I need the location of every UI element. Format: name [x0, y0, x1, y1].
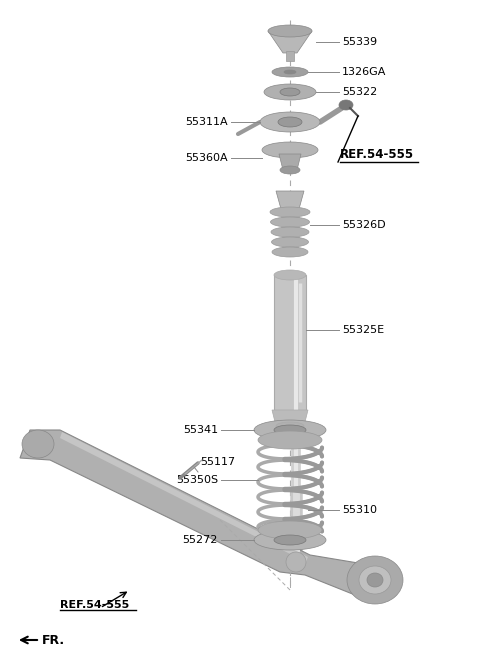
Ellipse shape	[274, 270, 306, 280]
Ellipse shape	[258, 521, 322, 539]
Polygon shape	[268, 31, 312, 53]
Ellipse shape	[264, 84, 316, 100]
Ellipse shape	[284, 70, 296, 74]
Ellipse shape	[339, 100, 353, 110]
Ellipse shape	[274, 425, 306, 435]
Ellipse shape	[272, 237, 309, 247]
Ellipse shape	[272, 247, 308, 257]
Text: 55325E: 55325E	[342, 325, 384, 335]
Ellipse shape	[280, 88, 300, 96]
Ellipse shape	[367, 573, 383, 587]
Text: FR.: FR.	[42, 634, 65, 647]
Text: 55311A: 55311A	[185, 117, 228, 127]
Bar	[281, 236, 299, 238]
Polygon shape	[60, 432, 308, 562]
Ellipse shape	[276, 422, 304, 430]
Text: 55341: 55341	[183, 425, 218, 435]
Ellipse shape	[254, 530, 326, 550]
Text: 55310: 55310	[342, 505, 377, 515]
Ellipse shape	[347, 556, 403, 604]
Text: 55117: 55117	[200, 457, 235, 467]
Text: REF.54-555: REF.54-555	[340, 148, 414, 161]
Bar	[274, 275, 306, 410]
Ellipse shape	[270, 207, 310, 217]
Text: 55339: 55339	[342, 37, 377, 47]
Bar	[281, 216, 299, 218]
Ellipse shape	[268, 25, 312, 37]
Ellipse shape	[274, 535, 306, 545]
Ellipse shape	[258, 431, 322, 449]
Bar	[281, 226, 299, 228]
Polygon shape	[20, 430, 390, 600]
Ellipse shape	[286, 552, 306, 572]
Text: 55326D: 55326D	[342, 220, 385, 230]
Ellipse shape	[359, 566, 391, 594]
Text: REF.54-555: REF.54-555	[60, 600, 129, 610]
Ellipse shape	[278, 117, 302, 127]
Bar	[282, 246, 298, 248]
Text: 55360A: 55360A	[185, 153, 228, 163]
Ellipse shape	[22, 430, 54, 458]
Ellipse shape	[272, 67, 308, 77]
Polygon shape	[276, 432, 304, 440]
Polygon shape	[276, 191, 304, 209]
Text: 55350S: 55350S	[176, 475, 218, 485]
Ellipse shape	[260, 112, 320, 132]
Polygon shape	[279, 154, 301, 170]
Ellipse shape	[262, 142, 318, 158]
Ellipse shape	[271, 217, 310, 227]
Polygon shape	[272, 410, 308, 426]
Text: 55322: 55322	[342, 87, 377, 97]
Text: 1326GA: 1326GA	[342, 67, 386, 77]
Bar	[286, 51, 294, 61]
Ellipse shape	[280, 166, 300, 174]
Ellipse shape	[271, 227, 309, 237]
Ellipse shape	[254, 420, 326, 440]
Text: 55272: 55272	[182, 535, 218, 545]
